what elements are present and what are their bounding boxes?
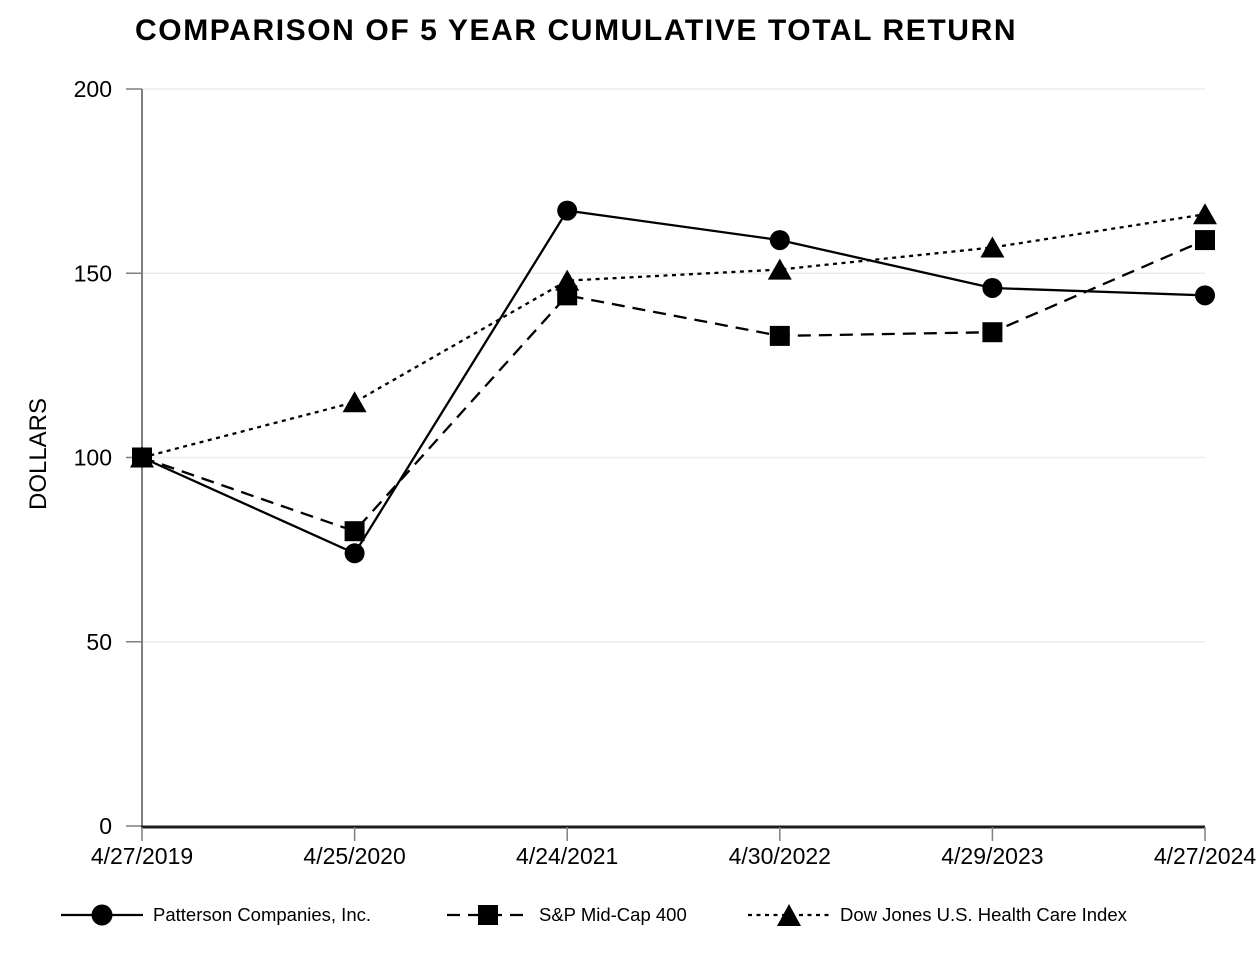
data-point-patterson-companies-inc-3 xyxy=(769,230,790,251)
series-line-dow-jones-u-s-health-care-index xyxy=(141,213,1206,459)
data-point-dow-jones-u-s-health-care-index-4 xyxy=(980,236,1005,258)
data-point-dow-jones-u-s-health-care-index-5 xyxy=(1193,203,1217,225)
legend-item-patterson-companies-inc: Patterson Companies, Inc. xyxy=(60,896,371,934)
x-axis-label-5: 4/27/2024 xyxy=(1154,843,1257,869)
data-point-patterson-companies-inc-4 xyxy=(982,277,1003,298)
data-point-dow-jones-u-s-health-care-index-3 xyxy=(767,258,792,280)
data-point-patterson-companies-inc-5 xyxy=(1195,285,1215,306)
data-point-dow-jones-u-s-health-care-index-1 xyxy=(342,391,367,413)
legend-label-dow-jones-u-s-health-care-index: Dow Jones U.S. Health Care Index xyxy=(840,904,1127,925)
chart-title: COMPARISON OF 5 YEAR CUMULATIVE TOTAL RE… xyxy=(135,14,1018,47)
x-axis-label-0: 4/27/2019 xyxy=(91,843,193,869)
y-tick-label-50: 50 xyxy=(86,629,112,655)
series-line-patterson-companies-inc xyxy=(141,209,1206,555)
data-point-dow-jones-u-s-health-care-index-0 xyxy=(130,446,154,468)
series-line-s-p-mid-cap-400 xyxy=(141,239,1206,533)
x-axis-label-3: 4/30/2022 xyxy=(729,843,831,869)
data-point-s-p-mid-cap-400-3 xyxy=(769,325,790,346)
y-tick-label-100: 100 xyxy=(74,445,112,471)
x-axis-label-2: 4/24/2021 xyxy=(516,843,618,869)
data-point-s-p-mid-cap-400-5 xyxy=(1195,230,1215,251)
legend-label-patterson-companies-inc: Patterson Companies, Inc. xyxy=(153,904,371,925)
line-chart: 0 50 100 150 200 4/27/2019 4/25/2020 4/24/2021 4… xyxy=(25,76,1257,869)
y-tick-label-200: 200 xyxy=(74,76,112,102)
data-point-patterson-companies-inc-2 xyxy=(557,200,578,221)
data-point-patterson-companies-inc-1 xyxy=(344,543,365,564)
x-axis-label-4: 4/29/2023 xyxy=(941,843,1043,869)
y-tick-label-0: 0 xyxy=(99,813,112,839)
legend-label-s-p-mid-cap-400: S&P Mid-Cap 400 xyxy=(539,904,687,925)
data-point-dow-jones-u-s-health-care-index-2 xyxy=(555,269,580,291)
data-point-s-p-mid-cap-400-4 xyxy=(982,322,1003,343)
y-axis-title: DOLLARS xyxy=(25,398,52,510)
legend-item-s-p-mid-cap-400: S&P Mid-Cap 400 xyxy=(446,896,687,934)
legend-item-dow-jones-u-s-health-care-index: Dow Jones U.S. Health Care Index xyxy=(747,896,1127,934)
legend-circle-marker-icon xyxy=(61,904,143,926)
legend-triangle-marker-icon xyxy=(748,904,830,926)
data-point-s-p-mid-cap-400-1 xyxy=(344,521,365,542)
legend-square-marker-icon xyxy=(447,905,529,925)
y-tick-label-150: 150 xyxy=(74,260,112,286)
chart-legend: Patterson Companies, Inc. S&P Mid-Cap 400… xyxy=(0,896,1260,936)
x-axis-label-1: 4/25/2020 xyxy=(303,843,405,869)
